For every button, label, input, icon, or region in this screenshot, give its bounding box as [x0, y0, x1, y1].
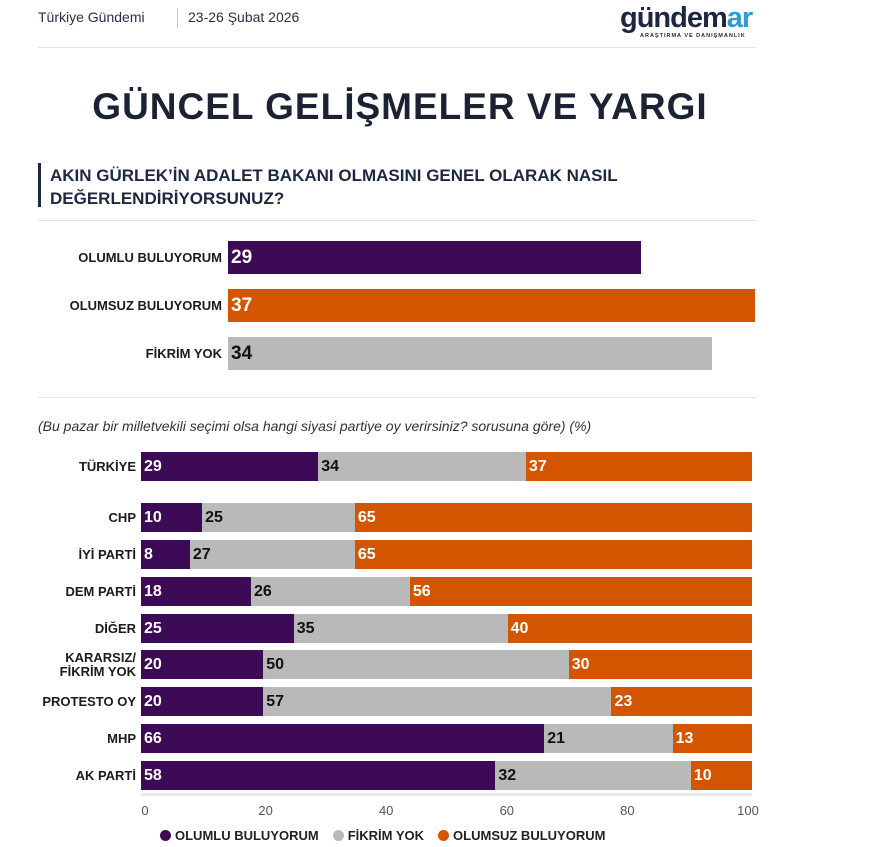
legend: OLUMLU BULUYORUM FİKRİM YOK OLUMSUZ BULU… — [160, 828, 605, 843]
legend-item: OLUMLU BULUYORUM — [160, 828, 319, 843]
label-line: DİĞER — [94, 620, 136, 636]
bar-segment: 20 — [141, 687, 264, 716]
bar-segment: 8 — [141, 540, 190, 569]
bar-label: OLUMSUZ BULUYORUM — [69, 297, 222, 313]
x-tick-label: 100 — [737, 803, 759, 818]
divider — [38, 220, 756, 221]
bar-segment: 21 — [544, 724, 673, 753]
bar-segment: 27 — [189, 540, 355, 569]
bar-segment: 29 — [141, 452, 319, 481]
bar-segment: 26 — [250, 577, 410, 606]
bar-segment: 30 — [568, 650, 752, 679]
category-label: DİĞER — [0, 614, 136, 643]
bar-segment: 18 — [141, 577, 251, 606]
category-label: AK PARTİ — [0, 761, 136, 790]
bar-segment: 34 — [318, 452, 526, 481]
chart-note: (Bu pazar bir milletvekili seçimi olsa h… — [38, 418, 592, 434]
bar-segment: 56 — [409, 577, 752, 606]
label-line: DEM PARTİ — [65, 583, 136, 599]
bar: 34 — [228, 337, 713, 370]
legend-item: FİKRİM YOK — [332, 828, 424, 843]
label-line: KARARSIZ/ — [65, 649, 136, 665]
bar-segment: 66 — [141, 724, 545, 753]
divider — [38, 47, 756, 48]
bar-segment: 13 — [672, 724, 752, 753]
label-line: CHP — [108, 509, 136, 525]
x-tick-label: 0 — [141, 803, 149, 818]
bar-segment: 20 — [141, 650, 264, 679]
bar-label: FİKRİM YOK — [145, 345, 222, 361]
bar-segment: 25 — [202, 503, 355, 532]
bar-segment: 23 — [611, 687, 752, 716]
bar-segment: 25 — [141, 614, 294, 643]
category-label: TÜRKİYE — [0, 452, 136, 481]
x-tick-label: 40 — [378, 803, 394, 818]
bar-segment: 32 — [495, 761, 691, 790]
label-line: TÜRKİYE — [78, 458, 136, 474]
legend-dot — [160, 830, 171, 841]
label-line: PROTESTO OY — [42, 693, 136, 709]
bar-segment: 37 — [525, 452, 752, 481]
bar-segment: 40 — [507, 614, 752, 643]
header-divider — [177, 8, 178, 28]
bar: 37 — [228, 289, 755, 322]
bar-label: OLUMLU BULUYORUM — [78, 249, 222, 265]
logo-subtitle: ARAŞTIRMA VE DANIŞMANLIK — [640, 33, 746, 39]
category-label: İYİ PARTİ — [0, 540, 136, 569]
category-label: KARARSIZ/FİKRİM YOK — [0, 650, 136, 679]
divider — [38, 397, 756, 398]
legend-dot — [332, 830, 344, 841]
x-axis — [141, 793, 752, 796]
bar-segment: 35 — [293, 614, 508, 643]
bar: 29 — [228, 241, 642, 274]
header-label: Türkiye Gündemi — [38, 9, 145, 25]
x-tick-label: 80 — [620, 803, 635, 818]
category-label: MHP — [0, 724, 136, 753]
bar-segment: 58 — [141, 761, 496, 790]
category-label: CHP — [0, 503, 136, 532]
page-title: GÜNCEL GELİŞMELER VE YARGI — [92, 86, 708, 127]
bar-segment: 50 — [263, 650, 569, 679]
legend-dot — [438, 830, 450, 841]
legend-item: OLUMSUZ BULUYORUM — [438, 828, 605, 843]
question-accent — [38, 163, 41, 207]
label-line: İYİ PARTİ — [78, 546, 136, 562]
bar-segment: 65 — [354, 540, 752, 569]
question: AKIN GÜRLEK’İN ADALET BAKANI OLMASINI GE… — [50, 166, 618, 208]
label-line: FİKRİM YOK — [59, 663, 136, 679]
label-line: AK PARTİ — [75, 767, 136, 783]
category-label: DEM PARTİ — [0, 577, 136, 606]
x-tick-label: 20 — [258, 803, 273, 818]
bar-segment: 10 — [141, 503, 203, 532]
bar-segment: 65 — [354, 503, 752, 532]
header-date: 23-26 Şubat 2026 — [188, 9, 300, 25]
bar-segment: 57 — [263, 687, 612, 716]
logo: gündemar — [620, 2, 753, 34]
bar-segment: 10 — [690, 761, 752, 790]
category-label: PROTESTO OY — [0, 687, 136, 716]
label-line: MHP — [107, 730, 136, 746]
x-tick-label: 60 — [499, 803, 515, 818]
